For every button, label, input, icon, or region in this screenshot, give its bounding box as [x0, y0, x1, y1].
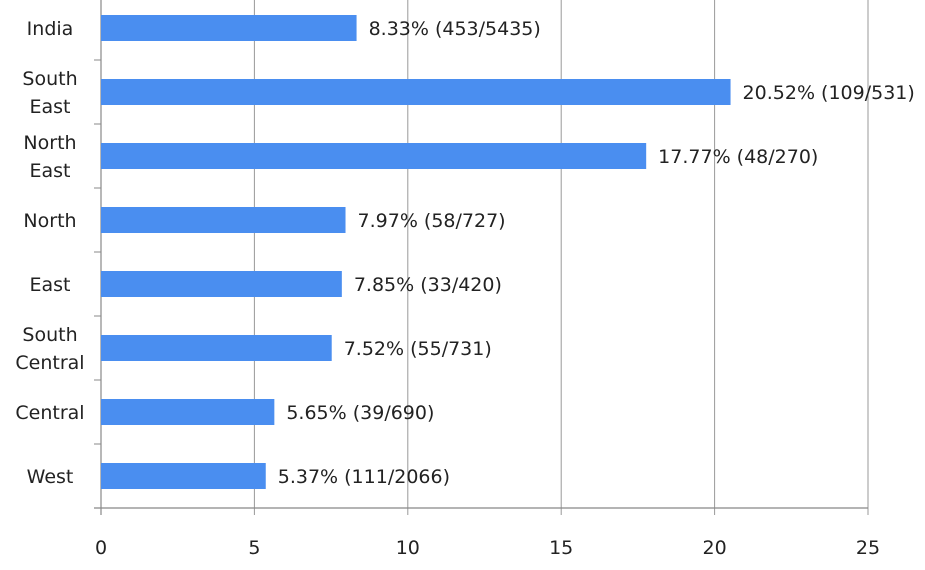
- y-tick-label: West: [27, 466, 74, 488]
- y-tick-label-line: East: [30, 96, 71, 118]
- data-label: 5.65% (39/690): [286, 402, 434, 424]
- data-label: 7.85% (33/420): [354, 274, 502, 296]
- y-tick-label-line: Central: [15, 402, 84, 424]
- y-tick-label-line: West: [27, 466, 74, 488]
- y-tick-label: South Central: [15, 324, 84, 374]
- y-tick-label-line: India: [27, 18, 74, 40]
- data-label: 8.33% (453/5435): [369, 18, 541, 40]
- x-tick-label: 15: [549, 537, 573, 559]
- x-tick-label: 0: [95, 537, 107, 559]
- y-tick-label-line: Central: [15, 352, 84, 374]
- x-tick-label: 10: [396, 537, 420, 559]
- y-tick-label: North East: [23, 132, 76, 182]
- data-label: 5.37% (111/2066): [278, 466, 450, 488]
- bar-north-east: [101, 143, 647, 169]
- y-tick-label: Central: [15, 402, 84, 424]
- y-tick-label: India: [27, 18, 74, 40]
- data-label: 7.52% (55/731): [344, 338, 492, 360]
- y-tick-label-line: South: [22, 324, 77, 346]
- bar-north: [101, 207, 346, 233]
- data-label: 7.97% (58/727): [358, 210, 506, 232]
- data-label: 17.77% (48/270): [658, 146, 818, 168]
- y-tick-label-line: North: [23, 132, 76, 154]
- x-tick-label: 20: [703, 537, 727, 559]
- bar-india: [101, 15, 357, 41]
- x-tick-label: 25: [856, 537, 880, 559]
- x-tick-label: 5: [248, 537, 260, 559]
- bar-west: [101, 463, 266, 489]
- y-tick-label-line: East: [30, 274, 71, 296]
- bar-central: [101, 399, 275, 425]
- y-tick-label: East: [30, 274, 71, 296]
- y-tick-label-line: East: [30, 160, 71, 182]
- y-tick-label: South East: [22, 68, 77, 118]
- bar-south-central: [101, 335, 332, 361]
- bar-south-east: [101, 79, 731, 105]
- y-tick-label-line: South: [22, 68, 77, 90]
- y-tick-label-line: North: [23, 210, 76, 232]
- data-label: 20.52% (109/531): [743, 82, 915, 104]
- y-tick-label: North: [23, 210, 76, 232]
- bar-east: [101, 271, 342, 297]
